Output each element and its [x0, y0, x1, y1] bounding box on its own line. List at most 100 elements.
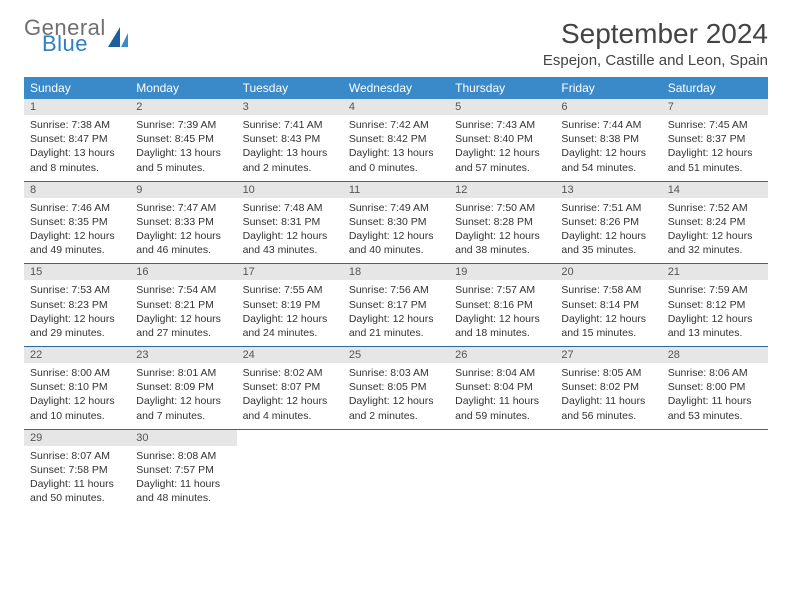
daylight-text-2: and 49 minutes. — [30, 243, 124, 257]
day-body: Sunrise: 7:47 AMSunset: 8:33 PMDaylight:… — [130, 198, 236, 264]
sunrise-text: Sunrise: 7:57 AM — [455, 283, 549, 297]
daylight-text-1: Daylight: 12 hours — [668, 312, 762, 326]
daylight-text-2: and 35 minutes. — [561, 243, 655, 257]
day-body: Sunrise: 8:01 AMSunset: 8:09 PMDaylight:… — [130, 363, 236, 429]
sunrise-text: Sunrise: 7:47 AM — [136, 201, 230, 215]
day-number: 23 — [130, 347, 236, 363]
day-body: Sunrise: 8:03 AMSunset: 8:05 PMDaylight:… — [343, 363, 449, 429]
sunrise-text: Sunrise: 7:55 AM — [243, 283, 337, 297]
sunset-text: Sunset: 8:47 PM — [30, 132, 124, 146]
day-number: 26 — [449, 347, 555, 363]
day-cell — [555, 430, 661, 512]
daylight-text-2: and 50 minutes. — [30, 491, 124, 505]
sunrise-text: Sunrise: 8:02 AM — [243, 366, 337, 380]
day-cell — [662, 430, 768, 512]
day-body: Sunrise: 7:44 AMSunset: 8:38 PMDaylight:… — [555, 115, 661, 181]
title-block: September 2024 Espejon, Castille and Leo… — [543, 18, 768, 69]
day-number: 13 — [555, 182, 661, 198]
daylight-text-1: Daylight: 12 hours — [136, 229, 230, 243]
day-body: Sunrise: 7:42 AMSunset: 8:42 PMDaylight:… — [343, 115, 449, 181]
daylight-text-2: and 13 minutes. — [668, 326, 762, 340]
sunset-text: Sunset: 8:26 PM — [561, 215, 655, 229]
day-number: 20 — [555, 264, 661, 280]
day-cell: 11Sunrise: 7:49 AMSunset: 8:30 PMDayligh… — [343, 182, 449, 264]
day-number: 1 — [24, 99, 130, 115]
day-cell: 30Sunrise: 8:08 AMSunset: 7:57 PMDayligh… — [130, 430, 236, 512]
day-body: Sunrise: 7:38 AMSunset: 8:47 PMDaylight:… — [24, 115, 130, 181]
week-row: 8Sunrise: 7:46 AMSunset: 8:35 PMDaylight… — [24, 182, 768, 265]
weekday-header: Saturday — [662, 77, 768, 99]
day-cell: 23Sunrise: 8:01 AMSunset: 8:09 PMDayligh… — [130, 347, 236, 429]
weekday-header: Monday — [130, 77, 236, 99]
day-cell: 29Sunrise: 8:07 AMSunset: 7:58 PMDayligh… — [24, 430, 130, 512]
day-cell: 24Sunrise: 8:02 AMSunset: 8:07 PMDayligh… — [237, 347, 343, 429]
sunset-text: Sunset: 8:43 PM — [243, 132, 337, 146]
daylight-text-2: and 2 minutes. — [349, 409, 443, 423]
day-number: 27 — [555, 347, 661, 363]
sunrise-text: Sunrise: 8:05 AM — [561, 366, 655, 380]
day-cell: 28Sunrise: 8:06 AMSunset: 8:00 PMDayligh… — [662, 347, 768, 429]
sunset-text: Sunset: 8:02 PM — [561, 380, 655, 394]
day-body: Sunrise: 7:52 AMSunset: 8:24 PMDaylight:… — [662, 198, 768, 264]
day-number: 8 — [24, 182, 130, 198]
day-cell: 6Sunrise: 7:44 AMSunset: 8:38 PMDaylight… — [555, 99, 661, 181]
sunrise-text: Sunrise: 7:41 AM — [243, 118, 337, 132]
daylight-text-2: and 8 minutes. — [30, 161, 124, 175]
day-number: 9 — [130, 182, 236, 198]
daylight-text-2: and 10 minutes. — [30, 409, 124, 423]
daylight-text-1: Daylight: 12 hours — [561, 312, 655, 326]
day-cell: 16Sunrise: 7:54 AMSunset: 8:21 PMDayligh… — [130, 264, 236, 346]
daylight-text-1: Daylight: 12 hours — [136, 394, 230, 408]
daylight-text-1: Daylight: 12 hours — [455, 312, 549, 326]
day-cell — [343, 430, 449, 512]
day-body: Sunrise: 7:51 AMSunset: 8:26 PMDaylight:… — [555, 198, 661, 264]
logo-text-blue: Blue — [42, 34, 106, 54]
sunset-text: Sunset: 8:17 PM — [349, 298, 443, 312]
week-row: 22Sunrise: 8:00 AMSunset: 8:10 PMDayligh… — [24, 347, 768, 430]
daylight-text-1: Daylight: 12 hours — [561, 229, 655, 243]
sunset-text: Sunset: 8:09 PM — [136, 380, 230, 394]
daylight-text-2: and 27 minutes. — [136, 326, 230, 340]
daylight-text-1: Daylight: 12 hours — [136, 312, 230, 326]
daylight-text-2: and 0 minutes. — [349, 161, 443, 175]
sunrise-text: Sunrise: 7:38 AM — [30, 118, 124, 132]
month-title: September 2024 — [543, 18, 768, 50]
day-body: Sunrise: 7:59 AMSunset: 8:12 PMDaylight:… — [662, 280, 768, 346]
sunset-text: Sunset: 8:33 PM — [136, 215, 230, 229]
daylight-text-1: Daylight: 13 hours — [30, 146, 124, 160]
day-number: 4 — [343, 99, 449, 115]
logo-sail-icon — [106, 25, 132, 49]
day-cell: 18Sunrise: 7:56 AMSunset: 8:17 PMDayligh… — [343, 264, 449, 346]
day-number: 29 — [24, 430, 130, 446]
sunrise-text: Sunrise: 8:04 AM — [455, 366, 549, 380]
weekday-header: Wednesday — [343, 77, 449, 99]
daylight-text-2: and 56 minutes. — [561, 409, 655, 423]
sunset-text: Sunset: 8:35 PM — [30, 215, 124, 229]
sunset-text: Sunset: 8:10 PM — [30, 380, 124, 394]
day-number: 28 — [662, 347, 768, 363]
day-number: 22 — [24, 347, 130, 363]
day-number: 12 — [449, 182, 555, 198]
sunrise-text: Sunrise: 7:45 AM — [668, 118, 762, 132]
day-number: 2 — [130, 99, 236, 115]
daylight-text-1: Daylight: 12 hours — [668, 146, 762, 160]
day-cell: 26Sunrise: 8:04 AMSunset: 8:04 PMDayligh… — [449, 347, 555, 429]
day-body: Sunrise: 8:08 AMSunset: 7:57 PMDaylight:… — [130, 446, 236, 512]
sunset-text: Sunset: 8:45 PM — [136, 132, 230, 146]
sunrise-text: Sunrise: 7:39 AM — [136, 118, 230, 132]
day-number: 19 — [449, 264, 555, 280]
day-number: 16 — [130, 264, 236, 280]
daylight-text-2: and 46 minutes. — [136, 243, 230, 257]
header: General Blue September 2024 Espejon, Cas… — [24, 18, 768, 69]
day-number: 30 — [130, 430, 236, 446]
sunset-text: Sunset: 8:28 PM — [455, 215, 549, 229]
daylight-text-1: Daylight: 11 hours — [30, 477, 124, 491]
day-number: 6 — [555, 99, 661, 115]
weekday-header: Thursday — [449, 77, 555, 99]
day-body: Sunrise: 8:04 AMSunset: 8:04 PMDaylight:… — [449, 363, 555, 429]
daylight-text-2: and 38 minutes. — [455, 243, 549, 257]
weekday-header: Sunday — [24, 77, 130, 99]
day-body: Sunrise: 7:48 AMSunset: 8:31 PMDaylight:… — [237, 198, 343, 264]
daylight-text-2: and 21 minutes. — [349, 326, 443, 340]
sunset-text: Sunset: 8:07 PM — [243, 380, 337, 394]
